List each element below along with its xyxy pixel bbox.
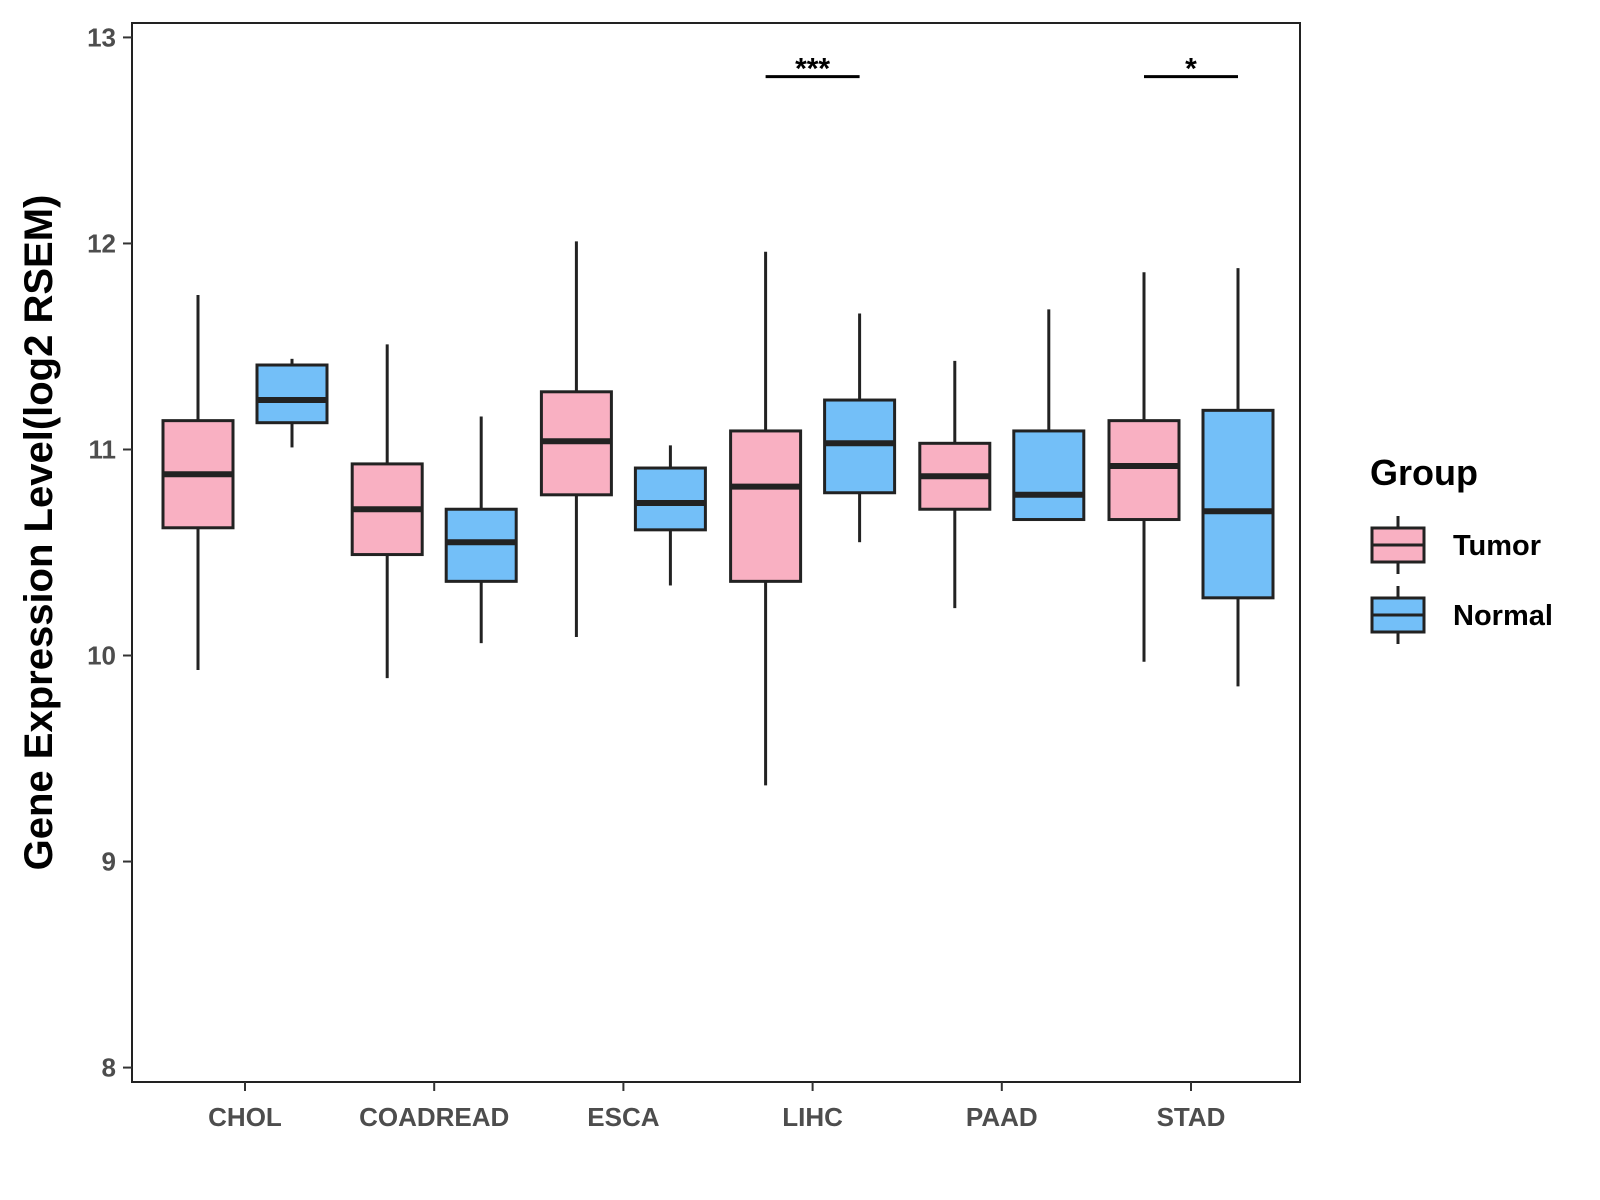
box-normal-paad (1012, 309, 1086, 522)
box-iqr (255, 363, 329, 425)
x-axis: CHOL COADREAD ESCA LIHC PAAD STAD (208, 1082, 1225, 1132)
box-iqr (1201, 408, 1275, 600)
y-axis-title: Gene Expression Level(log2 RSEM) (17, 195, 61, 871)
legend-title: Group (1370, 452, 1478, 493)
plot-area (161, 241, 1275, 786)
significance-label: *** (795, 53, 830, 86)
legend-label: Tumor (1453, 530, 1541, 562)
x-tick-label: STAD (1157, 1102, 1226, 1132)
y-tick-label: 10 (87, 641, 116, 671)
box-tumor-coadread (350, 344, 424, 679)
panel-border (131, 22, 1301, 1083)
legend-item-tumor: Tumor (1370, 516, 1541, 574)
box-iqr (1107, 419, 1181, 522)
legend: Group Tumor Normal (1370, 452, 1553, 644)
box-tumor-lihc (729, 251, 803, 786)
y-tick-label: 8 (102, 1053, 116, 1083)
box-iqr (1012, 429, 1086, 522)
x-tick-label: COADREAD (359, 1102, 509, 1132)
box-normal-coadread (444, 416, 518, 644)
legend-items: Tumor Normal (1370, 516, 1553, 644)
y-tick-label: 12 (87, 228, 116, 258)
significance-annotations: *** * (765, 53, 1238, 86)
box-iqr (444, 507, 518, 583)
x-tick-label: ESCA (587, 1102, 659, 1132)
box-normal-lihc (823, 313, 897, 543)
box-tumor-chol (161, 294, 235, 670)
box-tumor-paad (918, 360, 992, 609)
x-tick-label: LIHC (782, 1102, 843, 1132)
box-normal-chol (255, 358, 329, 448)
legend-item-normal: Normal (1370, 586, 1553, 644)
x-tick-label: CHOL (208, 1102, 282, 1132)
x-tick-label: PAAD (966, 1102, 1038, 1132)
y-axis: 8 9 10 11 12 13 (87, 22, 132, 1083)
box-tumor-esca (539, 241, 613, 637)
box-normal-stad (1201, 268, 1275, 687)
box-iqr (729, 429, 803, 583)
box-normal-esca (633, 445, 707, 586)
y-tick-label: 9 (102, 847, 116, 877)
legend-label: Normal (1453, 600, 1553, 632)
box-tumor-stad (1107, 272, 1181, 662)
significance-label: * (1185, 53, 1197, 86)
box-iqr (823, 398, 897, 495)
y-tick-label: 11 (89, 434, 117, 464)
box-iqr (633, 466, 707, 532)
y-tick-label: 13 (87, 22, 116, 52)
